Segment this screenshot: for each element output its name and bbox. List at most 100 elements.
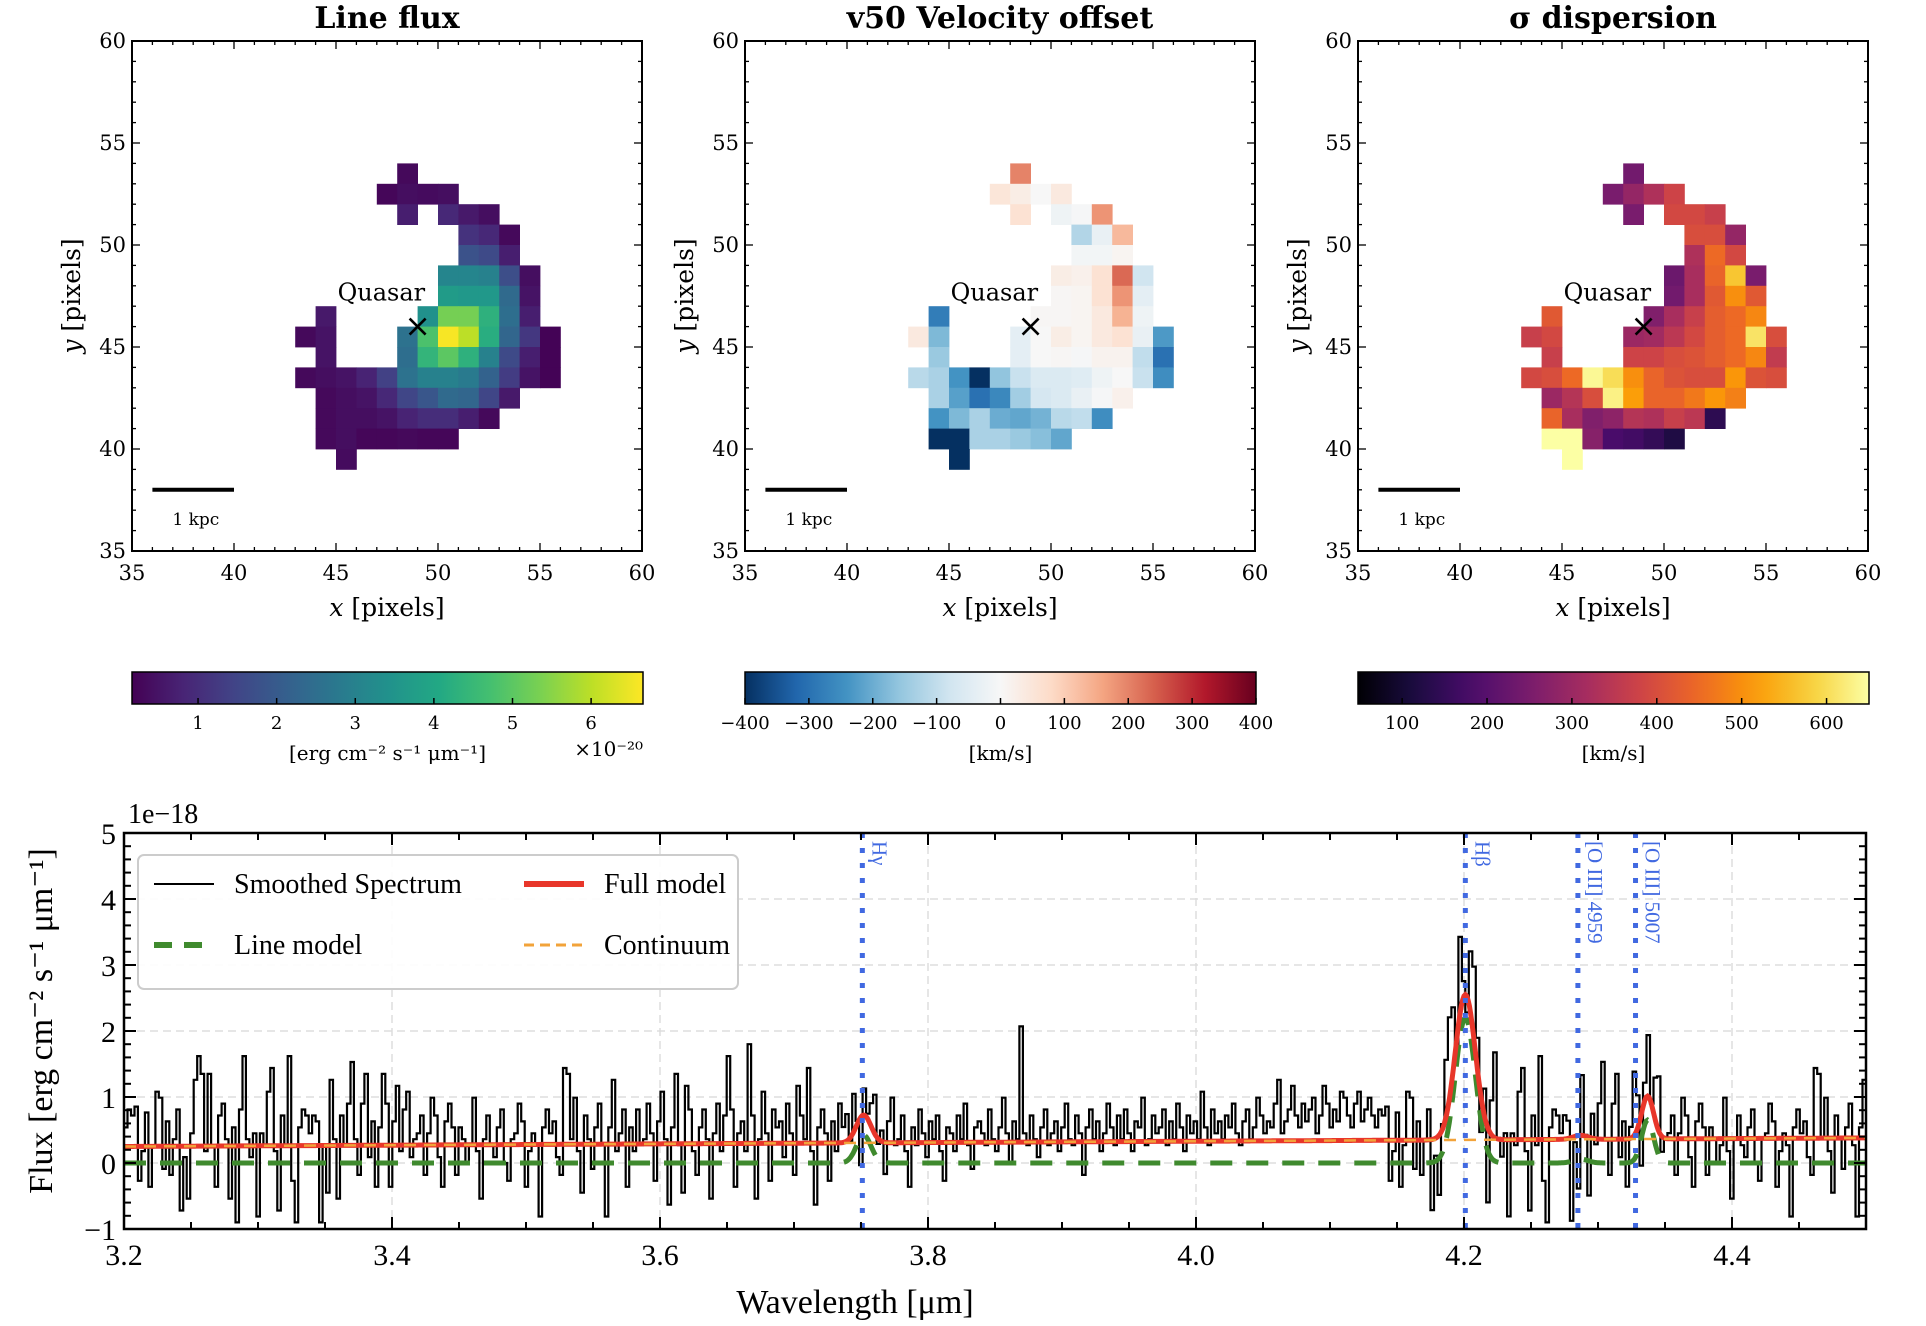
- map-pixel: [315, 347, 337, 368]
- map-pixel: [356, 408, 378, 429]
- map-pixel: [1684, 224, 1706, 246]
- map-pixel: [458, 326, 480, 348]
- map-pixel: [519, 347, 541, 368]
- map-pixel: [1664, 285, 1685, 307]
- map-pixel: [336, 449, 357, 470]
- map-pixel: [1091, 265, 1113, 287]
- map-pixel: [1091, 408, 1113, 429]
- map-pixel: [315, 306, 337, 327]
- map-pixel: [397, 367, 418, 389]
- map-pixel: [458, 265, 480, 287]
- map-pixel: [499, 224, 520, 246]
- map-pixel: [478, 285, 500, 307]
- map-pixel: [1704, 326, 1726, 348]
- map-pixel: [1602, 428, 1624, 450]
- y-offset-text: 1e−18: [128, 799, 198, 830]
- map-pixel: [336, 428, 357, 450]
- y-axis-label: Flux [erg cm⁻² s⁻¹ μm⁻¹]: [23, 848, 60, 1194]
- map-pixel: [417, 408, 439, 429]
- y-tick-label: 40: [99, 437, 126, 461]
- colorbar-tick-label: 2: [271, 713, 282, 734]
- map-pixel: [1643, 347, 1665, 368]
- map-pixel: [1091, 285, 1113, 307]
- map-pixel: [949, 387, 970, 409]
- y-tick-label: 50: [1325, 233, 1352, 257]
- map-pixel: [1745, 285, 1767, 307]
- emission-line-label: [O III] 4959: [1583, 841, 1607, 944]
- map-pixel: [295, 326, 316, 348]
- colorbar-tick-label: 300: [1555, 713, 1589, 734]
- map-pixel: [989, 387, 1011, 409]
- map-pixel: [1112, 285, 1133, 307]
- continuum-line: [124, 1136, 1866, 1148]
- map-pixel: [1051, 326, 1072, 348]
- map-pixel: [989, 367, 1011, 389]
- map-pixel: [397, 347, 418, 368]
- map-pixel: [1643, 428, 1665, 450]
- pixel-grid: [1521, 163, 1787, 470]
- y-tick-label: 2: [101, 1016, 116, 1049]
- map-pixel: [1623, 367, 1644, 389]
- map-pixel: [1684, 204, 1706, 225]
- map-pixel: [1541, 347, 1563, 368]
- map-pixel: [336, 387, 357, 409]
- map-pixel: [1664, 183, 1685, 205]
- map-pixel: [1071, 224, 1093, 246]
- map-pixel: [478, 408, 500, 429]
- map-pixel: [1521, 326, 1542, 348]
- map-pixel: [989, 428, 1011, 450]
- map-pixel: [1684, 265, 1706, 287]
- colorbar-flux: 1 2 3 4 5 6 [erg cm⁻² s⁻¹ μm⁻¹] ×10⁻²⁰: [131, 671, 644, 765]
- emission-line-label: Hβ: [1470, 841, 1494, 867]
- map-pixel: [397, 163, 418, 185]
- map-pixel: [438, 326, 459, 348]
- map-pixel: [417, 347, 439, 368]
- map-pixel: [1623, 387, 1644, 409]
- map-pixel: [499, 245, 520, 266]
- map-pixel: [1643, 408, 1665, 429]
- map-pixel: [1112, 367, 1133, 389]
- map-pixel: [1623, 347, 1644, 368]
- map-pixel: [356, 428, 378, 450]
- axes-frame: [744, 40, 1256, 552]
- map-pixel: [1010, 367, 1031, 389]
- map-pixel: [458, 285, 480, 307]
- panel-velocity: v50 Velocity offset 35 40 45 50 55 60 35 40 45 50 5…: [670, 1, 1268, 622]
- map-pixel: [1030, 347, 1052, 368]
- x-tick-label: 4.4: [1713, 1239, 1751, 1272]
- map-pixel: [478, 347, 500, 368]
- legend-label: Smoothed Spectrum: [234, 869, 462, 900]
- map-pixel: [1562, 387, 1583, 409]
- map-pixel: [458, 387, 480, 409]
- map-pixel: [499, 265, 520, 287]
- map-pixel: [336, 408, 357, 429]
- legend: Smoothed Spectrum Full model Line model Con…: [137, 854, 739, 990]
- x-tick-label: 55: [1140, 561, 1167, 585]
- map-pixel: [1541, 408, 1563, 429]
- x-tick-label: 3.4: [373, 1239, 411, 1272]
- y-tick-label: 60: [1325, 29, 1352, 53]
- map-pixel: [356, 387, 378, 409]
- y-tick-label: 3: [101, 950, 116, 983]
- map-pixel: [499, 347, 520, 368]
- x-tick-label: 40: [834, 561, 861, 585]
- map-pixel: [397, 428, 418, 450]
- map-pixel: [1091, 387, 1113, 409]
- y-tick-label: 35: [99, 539, 126, 563]
- map-pixel: [1704, 387, 1726, 409]
- map-pixel: [478, 204, 500, 225]
- map-pixel: [1582, 428, 1604, 450]
- colorbar-tick-label: 5: [507, 713, 518, 734]
- map-pixel: [1132, 326, 1154, 348]
- map-pixel: [908, 326, 929, 348]
- colorbar-tick-label: 100: [1047, 713, 1081, 734]
- map-pixel: [1623, 204, 1644, 225]
- map-pixel: [1071, 306, 1093, 327]
- x-tick-label: 40: [1447, 561, 1474, 585]
- map-pixel: [438, 285, 459, 307]
- colorbar-tick-label: 200: [1111, 713, 1145, 734]
- map-pixel: [1582, 408, 1604, 429]
- map-pixel: [478, 367, 500, 389]
- map-pixel: [1664, 347, 1685, 368]
- map-pixel: [1623, 428, 1644, 450]
